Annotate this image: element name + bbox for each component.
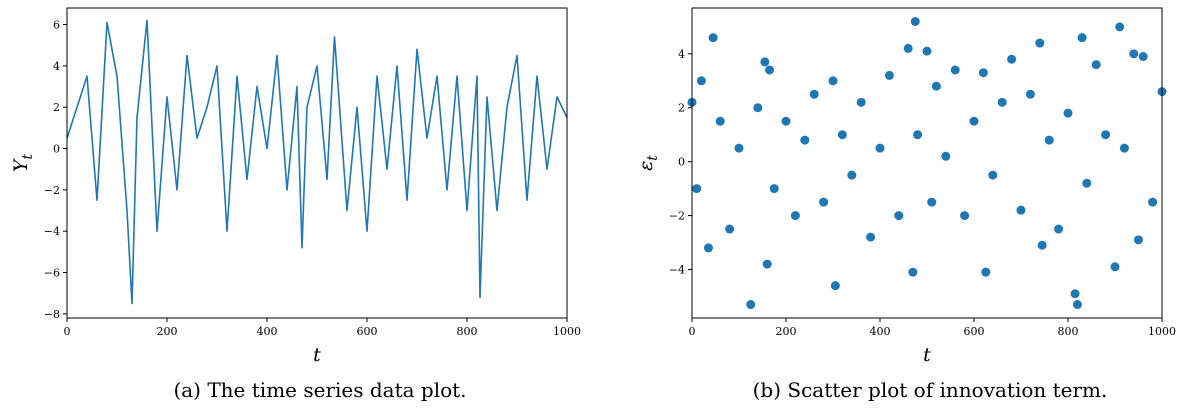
scatter-point [1077, 33, 1087, 43]
scatter-point [950, 65, 960, 75]
scatter-point [753, 103, 763, 113]
x-tick-label: 400 [257, 325, 278, 338]
scatter-point [908, 267, 918, 277]
y-tick-label: 4 [53, 60, 60, 73]
scatter-point [828, 76, 838, 86]
x-tick-label: 0 [64, 325, 71, 338]
scatter-point [1091, 60, 1101, 70]
caption-a: (a) The time series data plot. [173, 378, 467, 402]
scatter-point [1072, 300, 1082, 310]
scatter-point [1016, 205, 1026, 215]
y-tick-label: 2 [53, 101, 60, 114]
scatter-point [1037, 240, 1047, 250]
scatter-point [790, 211, 800, 221]
scatter-point [1115, 22, 1125, 32]
y-tick-label: 0 [53, 143, 60, 156]
x-tick-label: 1000 [1148, 325, 1176, 338]
scatter-point [1138, 52, 1148, 62]
scatter-point [1035, 38, 1045, 48]
scatter-point [866, 232, 876, 242]
y-tick-label: −8 [44, 308, 60, 321]
y-axis-label: εt [635, 155, 661, 171]
scatter-point [884, 70, 894, 80]
scatter-point [981, 267, 991, 277]
scatter-point [1129, 49, 1139, 59]
y-tick-label: −2 [669, 210, 685, 223]
y-tick-label: −2 [44, 184, 60, 197]
scatter-point [1148, 197, 1158, 207]
scatter-point [1070, 289, 1080, 299]
scatter-point [696, 76, 706, 86]
scatter-point [715, 116, 725, 126]
scatter-point [734, 143, 744, 153]
scatter-point [927, 197, 937, 207]
scatter-point [1063, 108, 1073, 118]
scatter-point [903, 43, 913, 53]
scatter-point [1110, 262, 1120, 272]
y-tick-label: 0 [678, 156, 685, 169]
x-tick-label: 600 [964, 325, 985, 338]
y-tick-label: 4 [678, 48, 685, 61]
scatter-point [969, 116, 979, 126]
time-series-chart: 0 200 400 600 800 1000 −8 −6 −4 −2 0 2 4 6 t Yt [10, 7, 581, 366]
x-tick-label: 400 [870, 325, 891, 338]
scatter-point [1044, 135, 1054, 145]
caption-b: (b) Scatter plot of innovation term. [752, 378, 1108, 402]
plot-frame [691, 7, 1163, 319]
scatter-point [847, 170, 857, 180]
y-tick-label: −4 [44, 225, 60, 238]
scatter-point [997, 97, 1007, 107]
scatter-point [837, 130, 847, 140]
scatter-point [960, 211, 970, 221]
innovation-scatter-chart: 0 200 400 600 800 1000 −4 −2 0 2 4 t εt [635, 7, 1176, 366]
scatter-point [910, 16, 920, 26]
y-axis-label: Yt [10, 154, 36, 173]
scatter-point [875, 143, 885, 153]
scatter-point [1007, 54, 1017, 64]
scatter-point [760, 57, 770, 67]
scatter-point [913, 130, 923, 140]
y-tick-label: −4 [669, 263, 685, 276]
scatter-point [830, 281, 840, 291]
scatter-point [1134, 235, 1143, 245]
scatter-point [856, 97, 866, 107]
scatter-point [1025, 89, 1035, 99]
scatter-point [762, 259, 772, 269]
y-tick-label: 2 [678, 102, 685, 115]
scatter-point [1054, 224, 1064, 234]
scatter-point [819, 197, 829, 207]
scatter-point [941, 151, 951, 161]
scatter-point [769, 184, 779, 194]
y-tick-label: −6 [44, 267, 60, 280]
scatter-point [1082, 178, 1092, 188]
plot-frame [66, 7, 568, 319]
scatter-point [746, 300, 756, 310]
series-line [66, 19, 568, 305]
x-tick-label: 800 [457, 325, 478, 338]
scatter-point [781, 116, 791, 126]
y-tick-label: 6 [53, 19, 60, 32]
scatter-point [1119, 143, 1129, 153]
x-tick-label: 0 [689, 325, 696, 338]
scatter-point [765, 65, 775, 75]
scatter-point [988, 170, 998, 180]
x-tick-label: 200 [776, 325, 797, 338]
x-tick-label: 600 [357, 325, 378, 338]
x-tick-label: 200 [157, 325, 178, 338]
scatter-point [894, 211, 904, 221]
scatter-point [1101, 130, 1111, 140]
x-axis-label: t [313, 344, 321, 366]
x-axis-label: t [923, 344, 931, 366]
scatter-point [800, 135, 810, 145]
scatter-point [725, 224, 735, 234]
scatter-point [978, 68, 988, 78]
scatter-point [809, 89, 819, 99]
x-tick-label: 1000 [553, 325, 581, 338]
scatter-point [931, 81, 941, 91]
scatter-point [922, 46, 932, 56]
scatter-point [703, 243, 713, 253]
scatter-point [708, 33, 718, 43]
scatter-point [692, 184, 702, 194]
x-tick-label: 800 [1058, 325, 1079, 338]
